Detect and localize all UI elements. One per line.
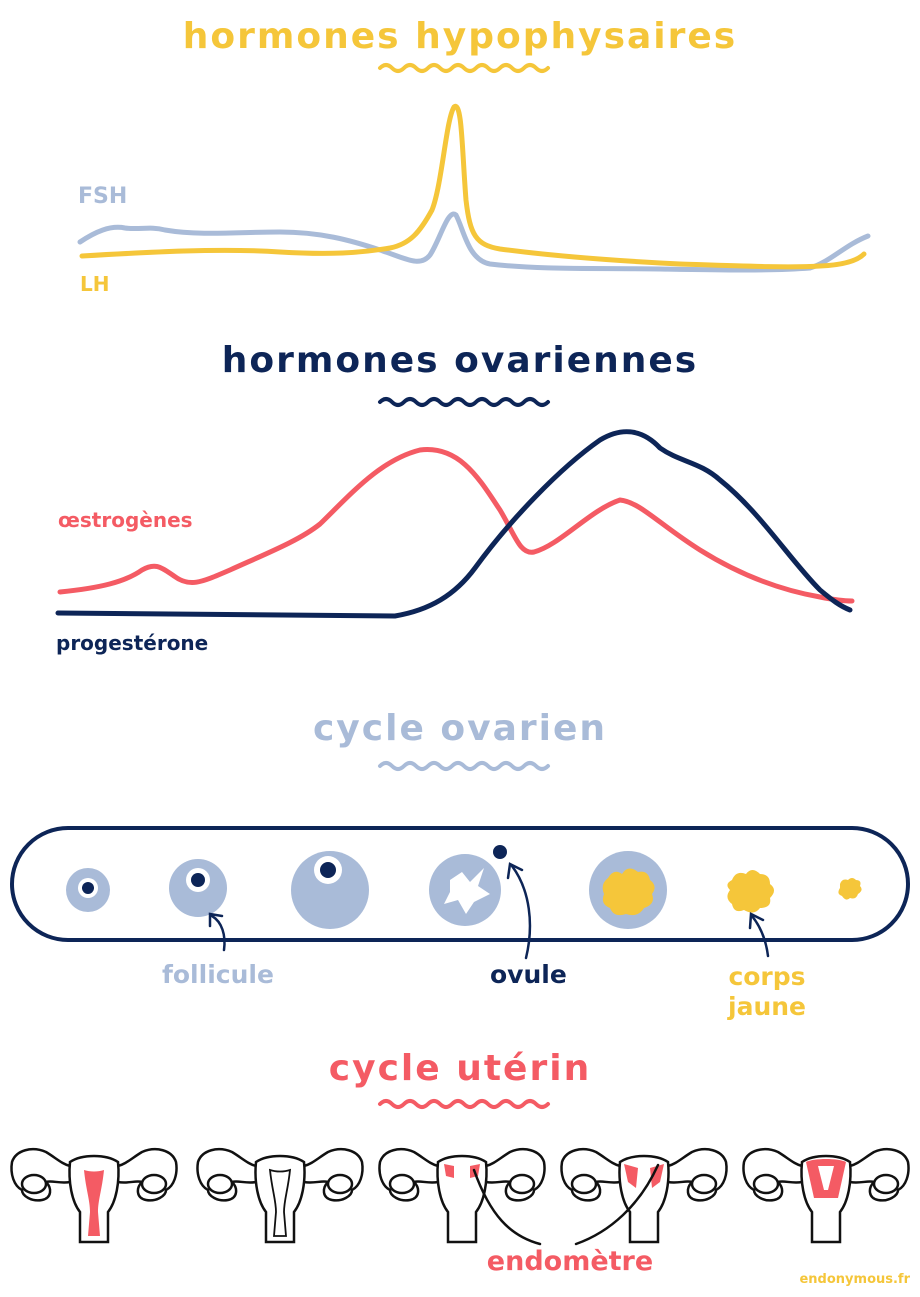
corpus-luteum-arrow xyxy=(748,912,770,958)
title-underline-lightblue xyxy=(378,761,550,771)
corpus-luteum-label-line2: jaune xyxy=(728,992,806,1021)
progesterone-label: progestérone xyxy=(56,631,209,655)
follicle-label: follicule xyxy=(162,960,274,989)
ovarian-cycle-title: cycle ovarien xyxy=(312,708,608,749)
title-underline-coral xyxy=(378,1099,550,1109)
site-credit: endonymous.fr xyxy=(799,1272,910,1287)
uterus-3 xyxy=(378,1147,546,1244)
corpus-luteum-label-line1: corps xyxy=(728,962,806,991)
oestrogen-curve xyxy=(57,447,855,604)
corpus-luteum-label: corps jaune xyxy=(728,962,806,1022)
title-underline-navy xyxy=(378,397,550,407)
follicle-stage-1 xyxy=(66,868,110,912)
ruptured-follicle xyxy=(429,840,512,926)
follicle-arrow xyxy=(208,912,226,952)
uterus-5 xyxy=(742,1147,910,1244)
ovarian-hormones-title: hormones ovariennes xyxy=(221,340,699,381)
ovum-label: ovule xyxy=(490,960,567,989)
corpus-luteum-developing xyxy=(589,851,667,929)
follicle-stage-3 xyxy=(291,851,369,929)
progesterone-curve xyxy=(55,429,853,619)
uterus-1 xyxy=(10,1147,178,1244)
uterine-cycle-title: cycle utérin xyxy=(328,1048,592,1089)
corpus-albicans xyxy=(838,878,862,900)
corpus-luteum xyxy=(727,870,774,913)
follicle-stage-2 xyxy=(169,859,227,917)
ovum-arrow xyxy=(506,862,532,960)
title-underline-yellow xyxy=(378,63,550,73)
ovary-frame xyxy=(10,826,910,942)
fsh-curve xyxy=(77,211,871,273)
endometrium-arrows xyxy=(472,1163,660,1246)
pituitary-hormones-title: hormones hypophysaires xyxy=(182,16,738,57)
endometrium-label: endomètre xyxy=(486,1246,654,1277)
lh-label: LH xyxy=(80,272,110,296)
oestrogen-label: œstrogènes xyxy=(58,508,193,532)
fsh-label: FSH xyxy=(78,184,128,209)
uterus-4 xyxy=(560,1147,728,1244)
uterus-2 xyxy=(196,1147,364,1244)
lh-curve xyxy=(79,103,867,270)
